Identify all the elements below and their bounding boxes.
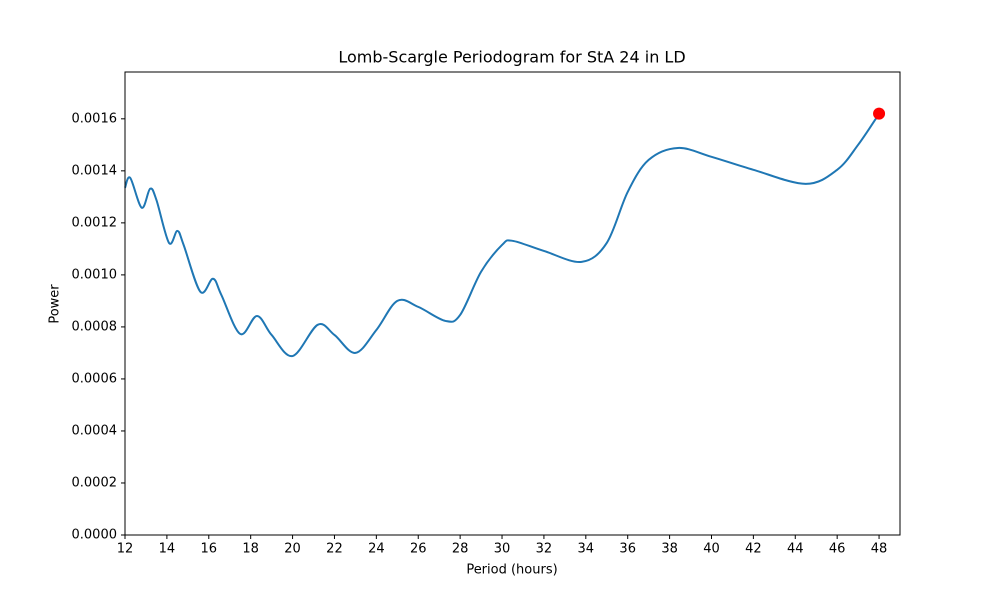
x-tick-label: 16 <box>201 542 218 557</box>
chart-title: Lomb-Scargle Periodogram for StA 24 in L… <box>338 48 685 67</box>
x-tick-label: 36 <box>619 542 636 557</box>
y-tick-label: 0.0010 <box>72 267 118 282</box>
y-tick-label: 0.0006 <box>72 371 118 386</box>
x-tick-label: 28 <box>452 542 469 557</box>
x-tick-label: 48 <box>871 542 888 557</box>
x-tick-label: 34 <box>578 542 595 557</box>
y-tick-label: 0.0004 <box>72 423 118 438</box>
x-tick-label: 26 <box>410 542 427 557</box>
y-tick-label: 0.0014 <box>72 163 118 178</box>
x-tick-label: 20 <box>284 542 301 557</box>
x-tick-label: 40 <box>703 542 720 557</box>
y-tick-label: 0.0016 <box>72 111 118 126</box>
x-tick-label: 32 <box>536 542 553 557</box>
x-tick-label: 14 <box>159 542 176 557</box>
x-tick-label: 30 <box>494 542 511 557</box>
y-tick-label: 0.0012 <box>72 215 118 230</box>
line-series <box>124 113 880 358</box>
y-tick-label: 0.0008 <box>72 319 118 334</box>
x-tick-label: 12 <box>117 542 134 557</box>
x-tick-label: 44 <box>787 542 804 557</box>
x-tick-label: 24 <box>368 542 385 557</box>
y-tick-label: 0.0002 <box>72 475 118 490</box>
x-tick-label: 38 <box>661 542 678 557</box>
x-axis-label: Period (hours) <box>466 563 557 578</box>
y-axis-label: Power <box>48 284 63 324</box>
x-tick-label: 22 <box>326 542 343 557</box>
x-tick-label: 42 <box>745 542 762 557</box>
y-tick-label: 0.0000 <box>72 528 118 543</box>
peak-point <box>873 107 886 120</box>
x-tick-label: 18 <box>242 542 259 557</box>
plot-frame <box>124 71 901 536</box>
x-tick-label: 46 <box>829 542 846 557</box>
